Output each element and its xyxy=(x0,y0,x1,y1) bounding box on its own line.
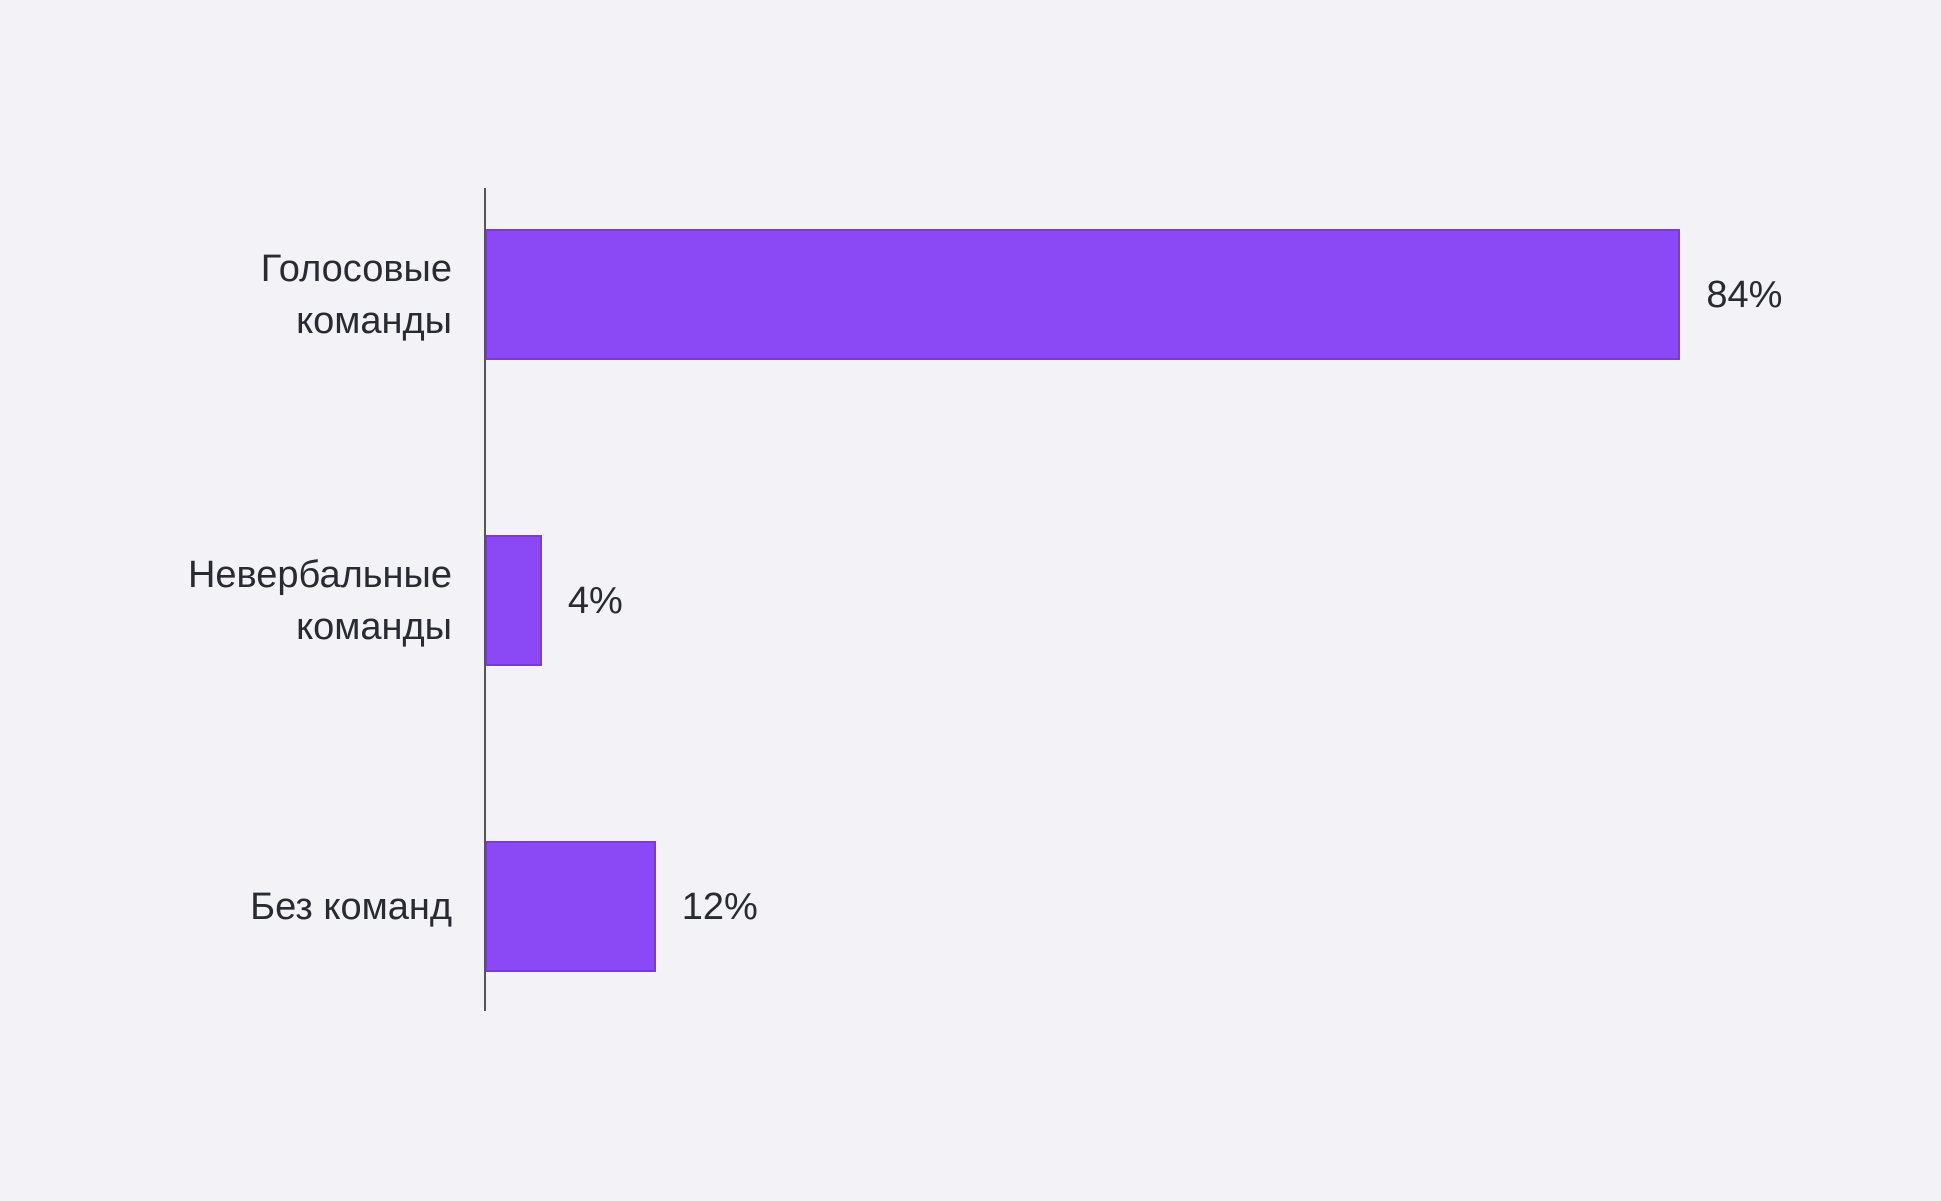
category-label: Без команд xyxy=(250,885,452,928)
value-label: 84% xyxy=(1706,273,1783,316)
bar xyxy=(485,841,656,972)
bar xyxy=(485,229,1681,360)
value-label: 12% xyxy=(681,885,758,928)
y-axis-line xyxy=(484,188,486,1011)
category-label: Невербальные команды xyxy=(187,553,452,648)
bar xyxy=(485,535,542,666)
category-label: Голосовые команды xyxy=(260,247,452,342)
value-label: 4% xyxy=(567,579,623,622)
